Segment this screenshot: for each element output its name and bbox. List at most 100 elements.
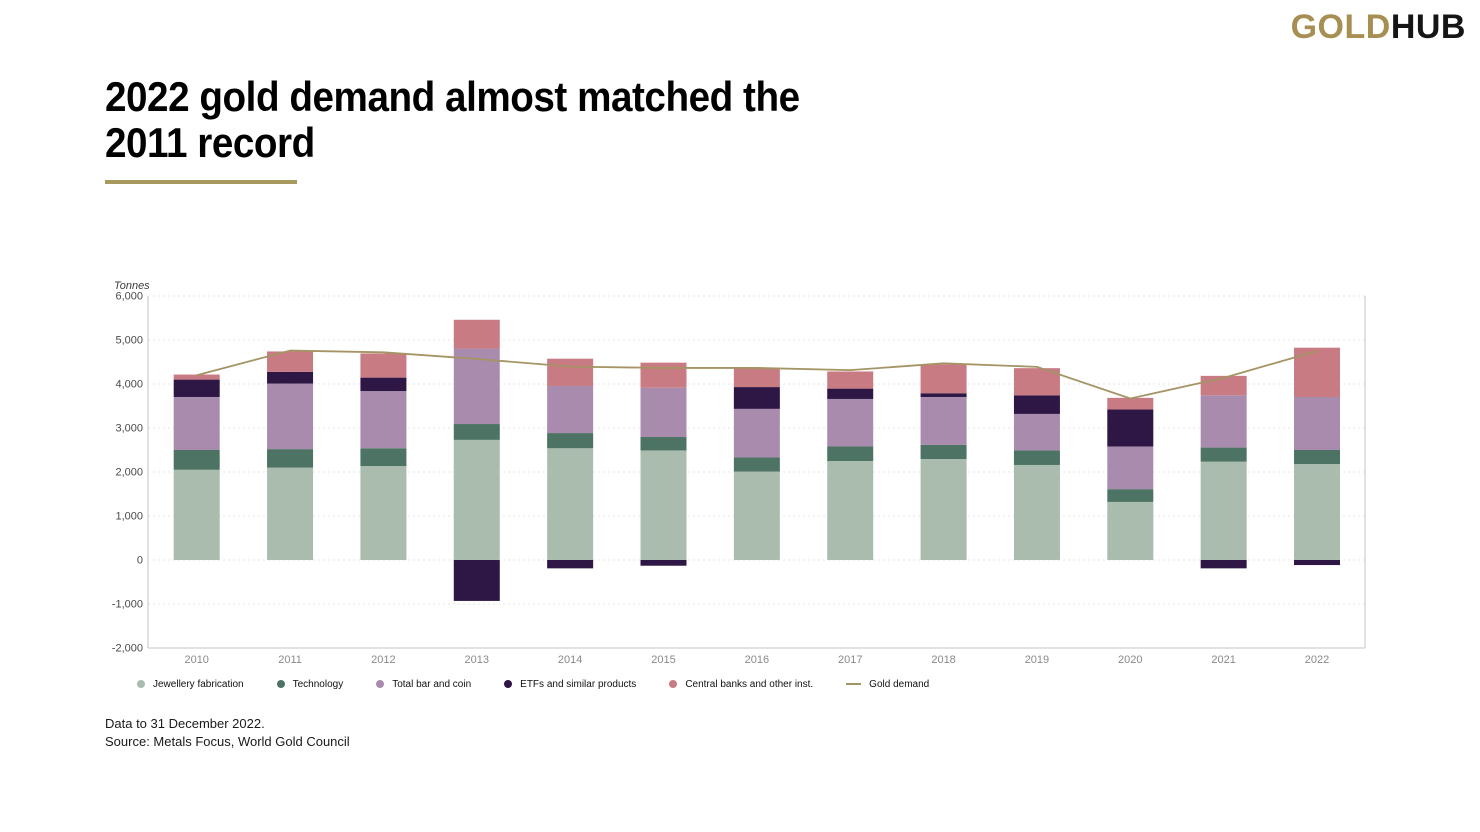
bar-segment [1107,397,1154,410]
bar-segment [453,424,500,440]
x-tick-label: 2014 [558,654,582,666]
y-tick-label: 3,000 [115,423,143,435]
bar-segment [1200,461,1247,560]
footnote-source: Source: Metals Focus, World Gold Council [105,733,350,749]
bar-segment [1200,447,1247,462]
bar-segment [827,371,874,389]
x-tick-label: 2010 [184,654,208,666]
bar-segment [733,368,780,388]
bar-segment [920,393,967,397]
legend-swatch-icon [669,680,678,688]
bar-segment [733,457,780,472]
x-tick-label: 2018 [931,654,955,666]
bar-segment [640,560,687,566]
gold-demand-line [196,349,1318,400]
legend-label: Gold demand [869,678,930,690]
bar-segment [733,408,780,458]
bar-segment [1013,413,1060,451]
legend-label: ETFs and similar products [520,678,637,690]
legend-label: Central banks and other inst. [685,678,814,690]
bar-segment [547,433,594,449]
legend-swatch-icon [504,680,513,688]
bar-segment [360,391,407,449]
y-tick-label: 1,000 [115,511,143,523]
bar-segment [267,351,314,372]
logo-hub-text: HUB [1390,8,1466,46]
legend-item-central-banks-and-other-inst[interactable]: Central banks and other inst. [669,679,813,690]
bar-segment [173,379,220,397]
title-underline [105,180,297,184]
bar-segment [827,446,874,461]
bar-segment [827,461,874,560]
bar-segment [1200,395,1247,448]
bar-segment [733,387,780,409]
bar-segment [547,448,594,560]
bar-segment [267,467,314,560]
legend-item-etfs-and-similar-products[interactable]: ETFs and similar products [504,679,636,690]
legend-item-gold-demand[interactable]: Gold demand [846,679,929,690]
bar-segment [1294,396,1341,450]
x-tick-label: 2012 [371,654,395,666]
x-tick-label: 2020 [1118,654,1142,666]
bar-segment [547,385,594,434]
chart-title-line1: 2022 gold demand almost matched the [105,73,800,120]
logo-gold-text: GOLD [1290,8,1391,46]
legend-label: Technology [292,678,344,690]
bar-segment [173,374,220,380]
bar-segment [547,358,594,386]
goldhub-logo: GOLDHUB [1291,8,1466,47]
footnote-data-date: Data to 31 December 2022. [105,716,265,731]
bar-segment [267,371,314,384]
legend-item-technology[interactable]: Technology [276,678,344,690]
y-tick-label: 6,000 [115,291,143,303]
bar-segment [1013,395,1060,414]
bar-segment [453,319,500,349]
x-tick-label: 2016 [745,654,769,666]
bar-segment [1294,450,1341,465]
y-tick-label: 4,000 [115,379,143,391]
x-tick-label: 2011 [278,654,302,666]
chart-footnote: Data to 31 December 2022. Source: Metals… [105,715,350,750]
bar-segment [453,348,500,425]
bar-segment [1107,446,1154,490]
bar-segment [173,450,220,470]
bar-segment [360,353,407,378]
bar-segment [453,560,500,601]
bar-segment [1294,464,1341,560]
bar-segment [733,471,780,560]
x-tick-label: 2021 [1211,654,1235,666]
bar-segment [640,387,687,438]
y-tick-label: -1,000 [112,599,143,611]
bar-segment [360,377,407,392]
y-tick-label: 0 [137,555,143,567]
x-tick-label: 2022 [1305,654,1329,666]
bar-segment [547,560,594,569]
bar-segment [920,459,967,560]
bar-segment [267,449,314,468]
bar-segment [1200,375,1247,396]
bar-segment [920,396,967,445]
bar-segment [1200,560,1247,569]
bar-segment [827,398,874,447]
bar-segment [1013,464,1060,560]
bar-segment [453,439,500,560]
bar-segment [1107,409,1154,447]
x-tick-label: 2019 [1025,654,1049,666]
bar-segment [1013,450,1060,465]
bar-segment [920,364,967,394]
legend-label: Total bar and coin [392,678,472,690]
bar-segment [920,444,967,460]
y-tick-label: 2,000 [115,467,143,479]
legend-swatch-icon [276,680,285,688]
bar-segment [827,388,874,399]
y-tick-label: 5,000 [115,335,143,347]
y-tick-label: -2,000 [112,643,143,655]
bar-segment [267,383,314,450]
bar-segment [1107,501,1154,560]
x-tick-label: 2017 [838,654,862,666]
legend-item-total-bar-and-coin[interactable]: Total bar and coin [376,679,471,690]
bar-segment [173,396,220,450]
legend-item-jewellery-fabrication[interactable]: Jewellery fabrication [137,679,244,690]
bar-segment [640,362,687,388]
